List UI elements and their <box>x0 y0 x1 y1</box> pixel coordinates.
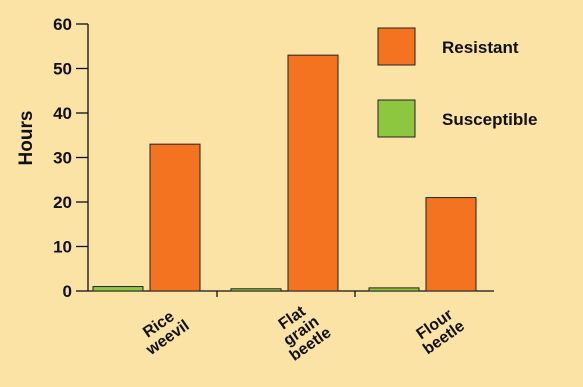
y-axis: 0 10 20 30 40 50 60 <box>53 15 89 301</box>
x-category-label: Riceweevil <box>133 304 192 359</box>
y-tick-label: 10 <box>53 238 72 257</box>
bar-resistant <box>425 197 477 292</box>
legend-label-susceptible: Susceptible <box>442 110 537 129</box>
bar-susceptible <box>230 288 282 292</box>
bar-resistant <box>149 143 201 292</box>
x-category-label: Flourbeetle <box>411 304 468 358</box>
x-category-label: Flatgrainbeetle <box>268 298 334 365</box>
legend: Resistant Susceptible <box>377 27 537 138</box>
legend-swatch-susceptible <box>377 99 416 138</box>
y-tick-label: 30 <box>53 149 72 168</box>
y-tick-label: 50 <box>53 60 72 79</box>
y-tick-label: 60 <box>53 15 72 34</box>
y-axis-title: Hours <box>16 111 37 166</box>
bar-susceptible <box>92 286 144 292</box>
bars <box>92 54 477 292</box>
bar-resistant <box>287 54 339 292</box>
y-tick-label: 40 <box>53 104 72 123</box>
y-tick-label: 20 <box>53 193 72 212</box>
legend-label-resistant: Resistant <box>442 38 519 57</box>
bar-susceptible <box>368 287 420 292</box>
x-axis: Riceweevil Flatgrainbeetle Flourbeetle <box>88 290 494 365</box>
legend-swatch-resistant <box>377 27 416 66</box>
y-tick-label: 0 <box>63 282 72 301</box>
